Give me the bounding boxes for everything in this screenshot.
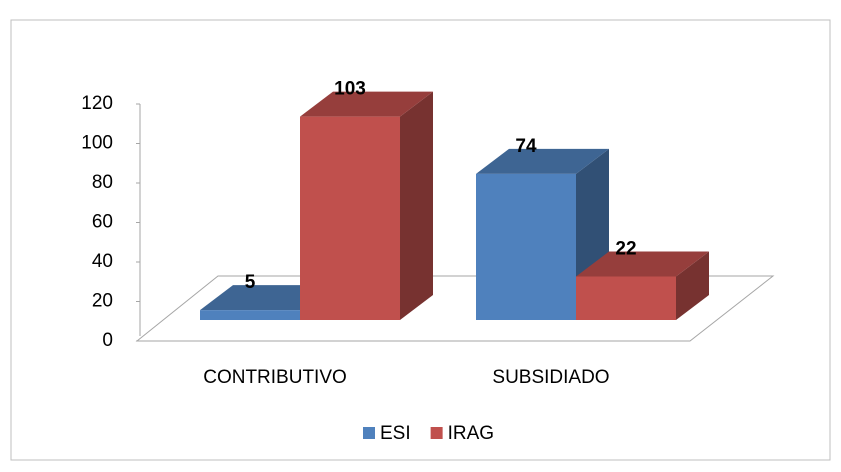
legend-label: IRAG [448,423,494,444]
bar-front [300,116,400,320]
bar-front [200,310,300,320]
bar-top [576,251,709,277]
y-tick-label: 40 [92,251,113,272]
bar-side [676,251,709,320]
x-tick-label: SUBSIDIADO [492,367,609,388]
data-label: 5 [245,272,256,293]
y-tick-label: 100 [81,133,113,154]
bar-front [476,173,576,320]
y-tick-label: 80 [92,172,113,193]
legend-swatch [430,427,443,439]
x-tick-label: CONTRIBUTIVO [203,367,347,388]
bar-top [200,285,333,311]
data-label: 74 [515,136,537,157]
bar-front [576,276,676,320]
y-tick-label: 60 [92,212,113,233]
bar [576,251,709,320]
y-tick-label: 120 [81,93,113,114]
legend-label: ESI [380,423,411,444]
data-label: 22 [615,239,636,260]
legend-swatch [363,427,375,439]
bar [300,91,433,320]
bar-side [400,91,433,320]
y-tick-label: 20 [92,291,113,312]
data-label: 103 [334,79,366,100]
bar-top [476,148,609,174]
y-tick-label: 0 [102,330,113,351]
bar-top [300,91,433,117]
bar [476,148,609,320]
